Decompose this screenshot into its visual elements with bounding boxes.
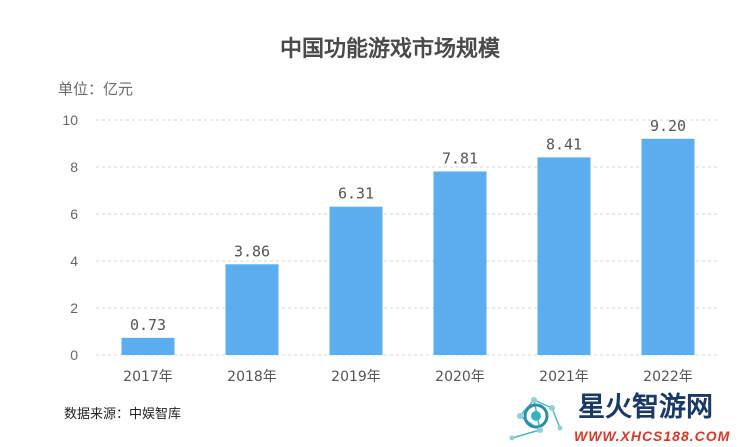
value-label: 9.20 — [650, 117, 686, 135]
value-label: 3.86 — [234, 242, 270, 260]
network-nodes-icon — [509, 397, 563, 441]
y-tick-label: 6 — [70, 206, 78, 222]
y-tick-label: 2 — [70, 300, 78, 316]
y-tick-label: 8 — [70, 159, 78, 175]
x-tick-label: 2019年 — [331, 369, 381, 385]
x-axis-labels: 2017年 2018年 2019年 2020年 2021年 2022年 — [123, 369, 693, 385]
y-axis-ticks: 0 2 4 6 8 10 — [62, 112, 78, 363]
value-label: 6.31 — [338, 185, 374, 203]
watermark-text: 星火智游网 — [578, 392, 713, 423]
source-note: 数据来源：中娱智库 — [64, 406, 181, 422]
y-tick-label: 0 — [70, 347, 78, 363]
bar — [641, 138, 695, 355]
grid-lines — [96, 119, 720, 356]
bar — [225, 264, 279, 355]
bar — [537, 157, 591, 355]
value-label: 7.81 — [442, 149, 478, 167]
x-tick-label: 2020年 — [435, 369, 485, 385]
x-tick-label: 2022年 — [643, 369, 693, 385]
watermark-url: WWW.XHCS188.COM — [574, 428, 730, 444]
bar — [329, 206, 383, 355]
value-label: 0.73 — [130, 316, 166, 334]
chart-title: 中国功能游戏市场规模 — [280, 36, 501, 62]
bar — [121, 337, 175, 355]
value-labels: 0.73 3.86 6.31 7.81 8.41 9.20 — [130, 117, 686, 334]
watermark: 星火智游网 WWW.XHCS188.COM — [509, 392, 730, 444]
bars — [121, 138, 695, 355]
y-tick-label: 4 — [70, 253, 78, 269]
x-tick-label: 2021年 — [539, 369, 589, 385]
x-tick-label: 2018年 — [227, 369, 277, 385]
bar — [433, 171, 487, 355]
value-label: 8.41 — [546, 135, 582, 153]
y-tick-label: 10 — [62, 112, 78, 128]
x-tick-label: 2017年 — [123, 369, 173, 385]
unit-label: 单位：亿元 — [58, 80, 133, 98]
